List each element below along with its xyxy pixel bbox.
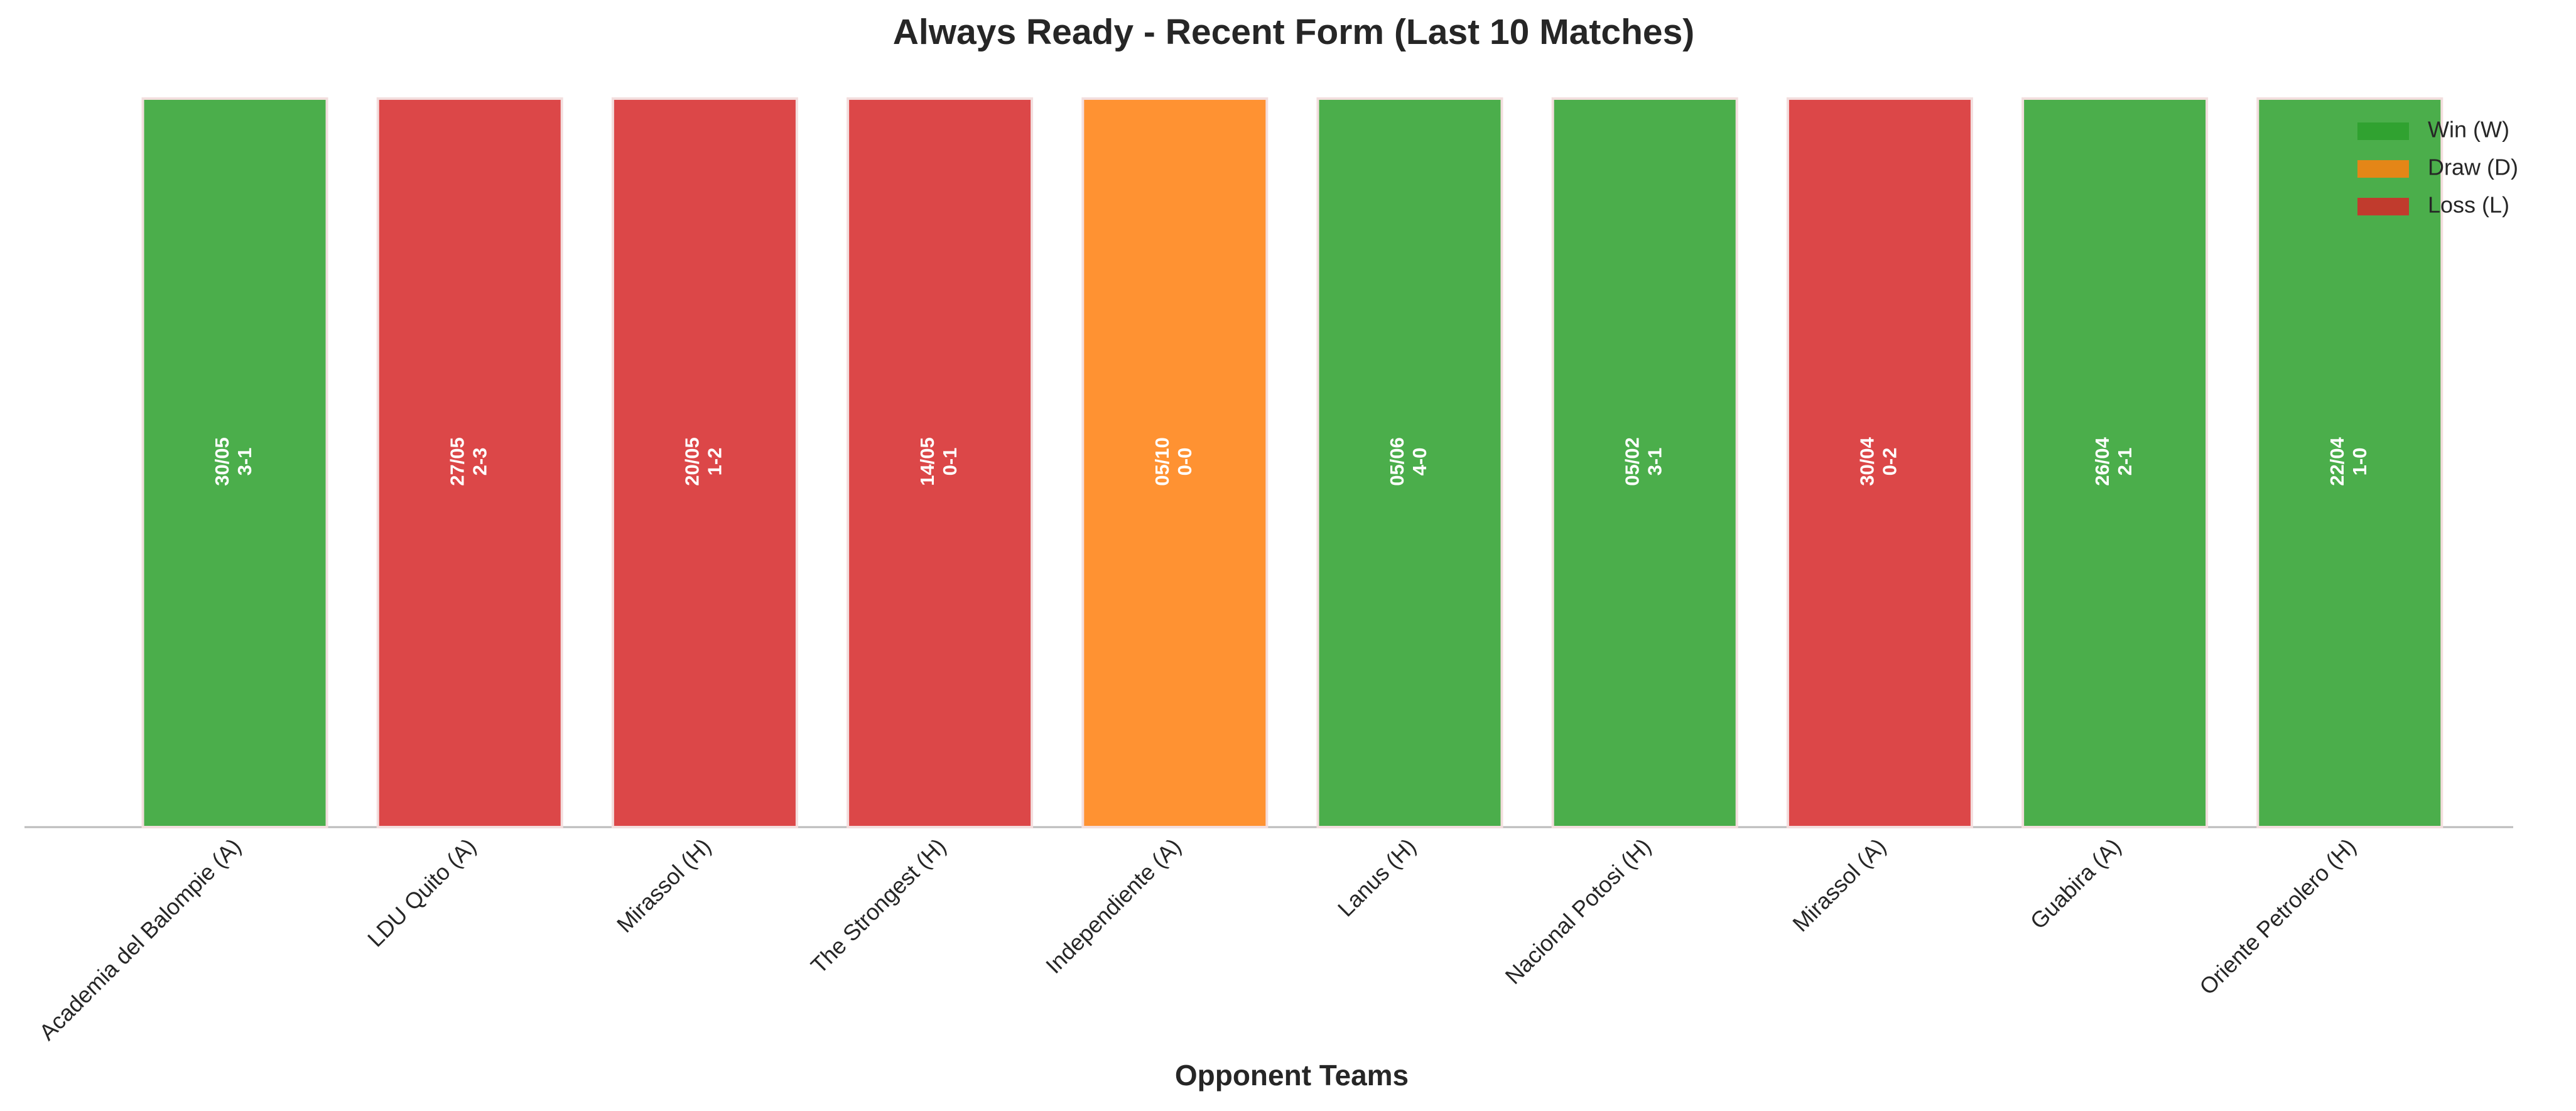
x-tick-label: Academia del Balompie (A)	[34, 833, 246, 1045]
bar-score-label: 0-1	[939, 448, 961, 476]
bar-score-label: 3-1	[234, 448, 256, 476]
x-tick-label: Mirassol (H)	[612, 833, 716, 938]
x-tick-label: Nacional Potosi (H)	[1500, 833, 1656, 989]
legend-swatch	[2357, 198, 2409, 215]
bar-date-label: 14/05	[916, 437, 938, 486]
bar-score-label: 0-0	[1174, 448, 1196, 476]
bar-date-label: 22/04	[2326, 436, 2348, 485]
legend-swatch	[2357, 160, 2409, 178]
x-tick-label: Oriente Petrolero (H)	[2194, 833, 2361, 1000]
bar-score-label: 4-0	[1409, 448, 1431, 476]
legend-swatch	[2357, 122, 2409, 140]
bar-score-label: 1-2	[704, 448, 726, 476]
legend-label: Win (W)	[2428, 117, 2509, 143]
x-tick-label: Mirassol (A)	[1787, 833, 1891, 937]
bar-date-label: 30/04	[1856, 436, 1878, 485]
bar-date-label: 05/10	[1151, 437, 1173, 486]
bar-score-label: 3-1	[1643, 448, 1665, 476]
bar-date-label: 20/05	[681, 437, 703, 486]
x-tick-label: The Strongest (H)	[806, 833, 951, 978]
bar	[2021, 97, 2209, 828]
bar	[2256, 97, 2443, 828]
bar-date-label: 30/05	[211, 437, 233, 486]
bar	[1551, 97, 1738, 828]
bar	[1081, 97, 1269, 828]
x-axis-label: Opponent Teams	[1175, 1059, 1409, 1092]
chart-title: Always Ready - Recent Form (Last 10 Matc…	[893, 12, 1695, 52]
x-tick-label: LDU Quito (A)	[362, 833, 481, 952]
x-tick-label: Guabira (A)	[2025, 833, 2126, 935]
bar	[847, 97, 1034, 828]
bar	[376, 97, 563, 828]
bar-score-label: 0-2	[1879, 448, 1901, 476]
bar-date-label: 05/02	[1621, 437, 1643, 486]
bar	[1786, 97, 1973, 828]
bar-score-label: 1-0	[2349, 448, 2371, 476]
bar	[141, 97, 328, 828]
bar-date-label: 26/04	[2091, 436, 2113, 485]
legend-label: Loss (L)	[2428, 192, 2509, 218]
bar-score-label: 2-1	[2114, 448, 2136, 476]
x-tick-label: Independiente (A)	[1041, 833, 1186, 978]
bar	[611, 97, 798, 828]
bar-date-label: 05/06	[1386, 437, 1408, 486]
legend-label: Draw (D)	[2428, 154, 2518, 180]
bar-date-label: 27/05	[446, 437, 468, 486]
x-tick-label: Lanus (H)	[1333, 833, 1421, 922]
bar-score-label: 2-3	[468, 448, 490, 476]
bar	[1316, 97, 1503, 828]
